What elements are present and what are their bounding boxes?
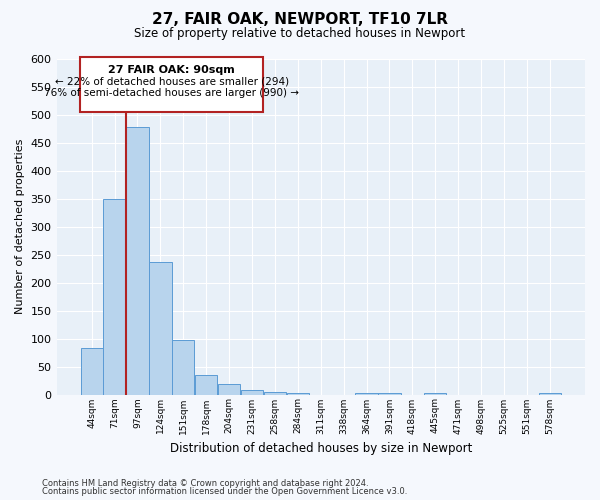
Y-axis label: Number of detached properties: Number of detached properties: [15, 139, 25, 314]
X-axis label: Distribution of detached houses by size in Newport: Distribution of detached houses by size …: [170, 442, 472, 455]
Bar: [195, 375, 217, 394]
Text: 76% of semi-detached houses are larger (990) →: 76% of semi-detached houses are larger (…: [44, 88, 299, 98]
Text: Contains public sector information licensed under the Open Government Licence v3: Contains public sector information licen…: [42, 487, 407, 496]
Text: ← 22% of detached houses are smaller (294): ← 22% of detached houses are smaller (29…: [55, 76, 289, 86]
Bar: [103, 199, 125, 394]
Text: 27 FAIR OAK: 90sqm: 27 FAIR OAK: 90sqm: [109, 65, 235, 75]
Bar: [218, 384, 240, 394]
Text: 27, FAIR OAK, NEWPORT, TF10 7LR: 27, FAIR OAK, NEWPORT, TF10 7LR: [152, 12, 448, 28]
Bar: [172, 340, 194, 394]
Bar: [127, 127, 149, 394]
Text: Size of property relative to detached houses in Newport: Size of property relative to detached ho…: [134, 28, 466, 40]
Bar: [241, 390, 263, 394]
FancyBboxPatch shape: [80, 58, 263, 112]
Bar: [149, 262, 172, 394]
Text: Contains HM Land Registry data © Crown copyright and database right 2024.: Contains HM Land Registry data © Crown c…: [42, 478, 368, 488]
Bar: [264, 392, 286, 394]
Bar: [80, 348, 103, 395]
